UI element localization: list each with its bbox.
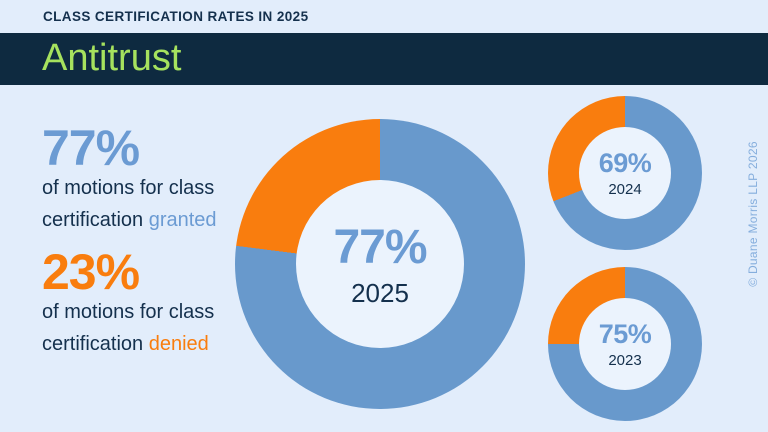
donut-chart-2024-center: 69% 2024 bbox=[579, 127, 671, 219]
granted-description-line1: of motions for class bbox=[42, 177, 215, 199]
denied-keyword: denied bbox=[148, 333, 209, 355]
donut-2023-year: 2023 bbox=[608, 352, 642, 369]
donut-chart-2025-center: 77% 2025 bbox=[296, 180, 464, 348]
donut-chart-2024: 69% 2024 bbox=[548, 96, 702, 250]
granted-description-line2: certification granted bbox=[42, 204, 242, 236]
donut-chart-2023: 75% 2023 bbox=[548, 267, 702, 421]
donut-2023-percentage: 75% bbox=[598, 319, 652, 349]
copyright-vertical-text: © Duane Morris LLP 2026 bbox=[746, 141, 760, 287]
denied-description-line1: of motions for class bbox=[42, 301, 215, 323]
donut-2024-percentage: 69% bbox=[598, 148, 652, 178]
donut-2025-percentage: 77% bbox=[333, 220, 427, 274]
section-title: Antitrust bbox=[42, 37, 182, 79]
granted-description-prefix: certification bbox=[42, 209, 149, 231]
donut-chart-2025: 77% 2025 bbox=[235, 119, 525, 409]
granted-keyword: granted bbox=[148, 209, 217, 231]
granted-stat: 77% of motions for class certification g… bbox=[42, 120, 242, 236]
denied-percentage: 23% bbox=[42, 244, 140, 300]
denied-description-prefix: certification bbox=[42, 333, 149, 355]
donut-2024-year: 2024 bbox=[608, 181, 642, 198]
top-strip: CLASS CERTIFICATION RATES IN 2025 bbox=[0, 0, 768, 33]
section-banner: Antitrust bbox=[0, 33, 768, 85]
denied-description-line2: certification denied bbox=[42, 328, 242, 360]
page-title: CLASS CERTIFICATION RATES IN 2025 bbox=[43, 9, 309, 24]
donut-chart-2023-center: 75% 2023 bbox=[579, 298, 671, 390]
donut-2025-year: 2025 bbox=[351, 277, 409, 308]
stats-panel: 77% of motions for class certification g… bbox=[42, 120, 242, 360]
granted-percentage: 77% bbox=[42, 120, 140, 176]
denied-stat: 23% of motions for class certification d… bbox=[42, 244, 242, 360]
